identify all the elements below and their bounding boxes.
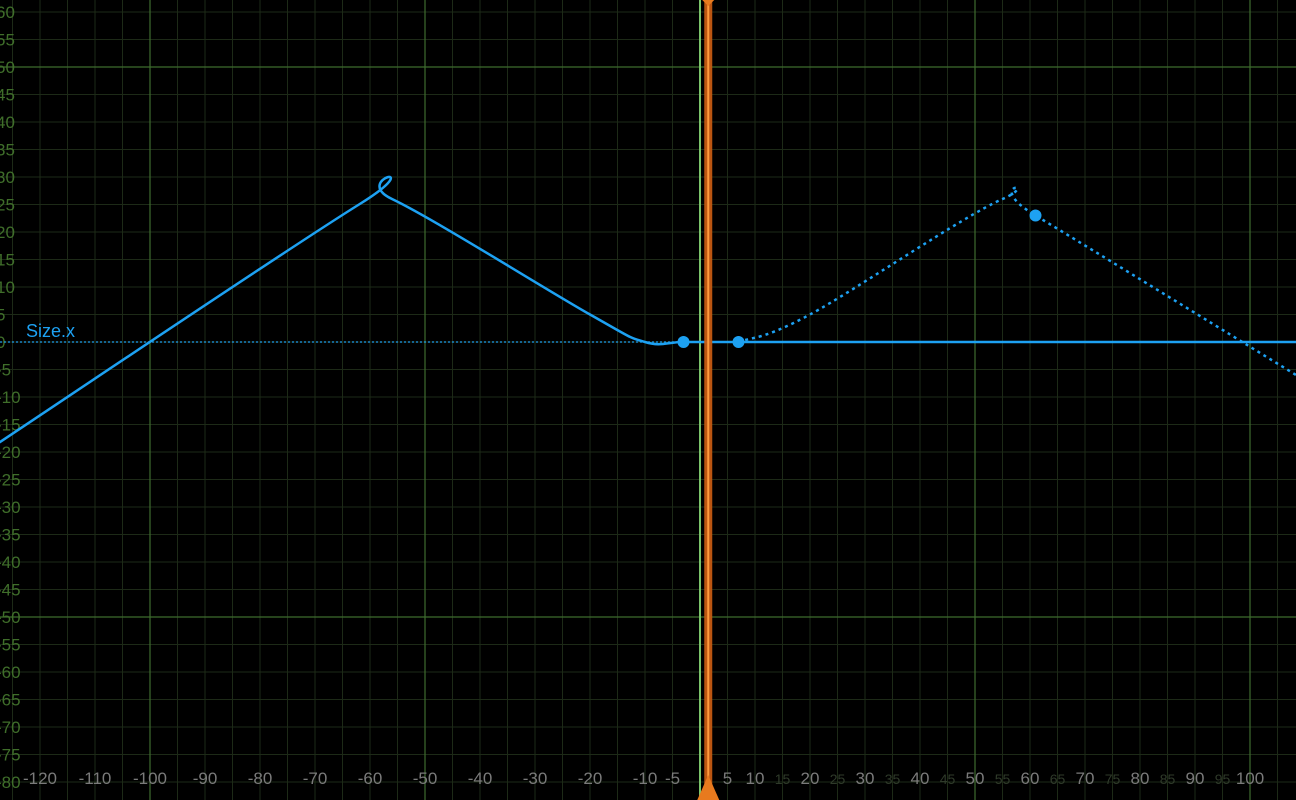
- y-tick-label: 15: [0, 251, 15, 270]
- x-tick-label: -60: [358, 769, 383, 788]
- y-tick-label: -25: [0, 471, 21, 490]
- x-tick-label: 25: [830, 771, 846, 787]
- y-tick-label: -40: [0, 553, 21, 572]
- x-tick-label: 40: [911, 769, 930, 788]
- y-tick-label: -10: [0, 388, 21, 407]
- y-tick-label: -65: [0, 691, 21, 710]
- x-tick-label: 5: [723, 769, 732, 788]
- y-tick-label: 55: [0, 31, 15, 50]
- y-tick-label: -55: [0, 636, 21, 655]
- y-tick-label: -75: [0, 746, 21, 765]
- curve-path-dotted: [738, 186, 1296, 377]
- x-tick-label: 45: [940, 771, 956, 787]
- y-tick-label: -35: [0, 526, 21, 545]
- y-tick-label: 0: [0, 333, 5, 352]
- y-tick-label: -5: [0, 361, 11, 380]
- x-tick-label: 20: [801, 769, 820, 788]
- keyframe-point[interactable]: [732, 336, 745, 348]
- x-tick-label: -70: [303, 769, 328, 788]
- x-tick-label: -50: [413, 769, 438, 788]
- y-tick-label: 45: [0, 86, 15, 105]
- curve-path-solid[interactable]: [0, 175, 739, 452]
- y-tick-label: -45: [0, 581, 21, 600]
- x-tick-label: -40: [468, 769, 493, 788]
- y-tick-label: -70: [0, 718, 21, 737]
- y-tick-label: -50: [0, 608, 21, 627]
- y-tick-label: -60: [0, 663, 21, 682]
- playhead-handle-icon[interactable]: [697, 775, 720, 800]
- keyframe-point[interactable]: [1029, 209, 1042, 222]
- y-tick-label: 25: [0, 196, 15, 215]
- keyframe-point[interactable]: [677, 336, 690, 348]
- x-tick-label: 50: [966, 769, 985, 788]
- x-tick-label: 100: [1236, 769, 1264, 788]
- x-tick-label: -110: [79, 769, 112, 788]
- x-tick-label: -90: [193, 769, 218, 788]
- x-tick-label: 75: [1105, 771, 1121, 787]
- x-tick-label: 80: [1131, 769, 1150, 788]
- x-tick-label: 10: [746, 769, 765, 788]
- y-tick-label: 40: [0, 113, 15, 132]
- y-tick-label: -20: [0, 443, 21, 462]
- x-tick-label: 70: [1076, 769, 1095, 788]
- x-tick-label: 35: [885, 771, 901, 787]
- x-tick-label: 15: [775, 771, 791, 787]
- y-tick-label: 35: [0, 141, 15, 160]
- x-tick-label: 65: [1050, 771, 1066, 787]
- y-tick-label: 5: [0, 306, 5, 325]
- x-tick-label: 95: [1215, 771, 1231, 787]
- x-tick-label: -20: [578, 769, 603, 788]
- x-tick-label: 90: [1186, 769, 1205, 788]
- x-tick-label: -120: [23, 769, 57, 788]
- curve-name-label: Size.x: [26, 321, 75, 341]
- x-tick-label: -100: [133, 769, 167, 788]
- x-tick-label: -10: [633, 769, 658, 788]
- playhead-top-handle-icon[interactable]: [702, 0, 715, 6]
- x-tick-label: -80: [248, 769, 273, 788]
- y-tick-label: -30: [0, 498, 21, 517]
- y-tick-label: 50: [0, 58, 15, 77]
- x-tick-label: -5: [665, 769, 680, 788]
- y-tick-label: 20: [0, 223, 15, 242]
- y-tick-label: 30: [0, 168, 15, 187]
- x-tick-label: 55: [995, 771, 1011, 787]
- y-tick-label: 10: [0, 278, 15, 297]
- y-tick-label: -80: [0, 773, 21, 792]
- x-tick-label: 30: [856, 769, 875, 788]
- x-tick-label: 60: [1021, 769, 1040, 788]
- y-tick-label: -15: [0, 416, 21, 435]
- x-tick-label: -30: [523, 769, 548, 788]
- y-tick-label: 60: [0, 3, 15, 22]
- x-tick-label: 85: [1160, 771, 1176, 787]
